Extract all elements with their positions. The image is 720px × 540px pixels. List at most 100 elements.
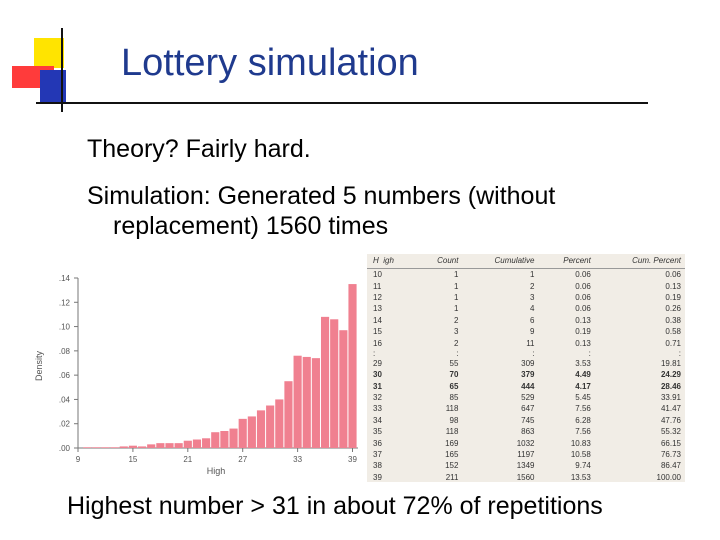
histogram-bar <box>137 446 147 448</box>
table-cell: 10 <box>373 270 382 280</box>
histogram-bar <box>238 418 247 448</box>
table-cell: 118 <box>445 404 459 414</box>
x-axis-label: High <box>207 466 226 476</box>
histogram-bar <box>311 358 320 448</box>
histogram-bar <box>266 405 275 448</box>
table-cell: 33 <box>373 404 382 414</box>
table-cell: 0.26 <box>665 304 681 314</box>
table-cell: 35 <box>373 427 382 437</box>
histogram-bar <box>320 316 330 448</box>
histogram-bar <box>147 444 156 448</box>
bullet-simulation-line1: Simulation: Generated 5 numbers (without <box>87 182 556 210</box>
table-cell: 1032 <box>516 438 535 448</box>
table-cell: 12 <box>373 292 382 302</box>
table-row: 38 152 1349 9.74 86.47 <box>367 460 685 471</box>
table-cell: 76.73 <box>660 450 681 460</box>
table-row: 14 2 6 0.13 0.38 <box>367 315 685 326</box>
histogram-bar <box>128 445 137 448</box>
histogram-bar <box>101 447 110 448</box>
table-cell: 0.06 <box>575 292 591 302</box>
bars <box>83 284 357 448</box>
table-cell: 7.56 <box>575 427 591 437</box>
table-cell: 1 <box>454 270 459 280</box>
histogram-bar <box>183 440 192 448</box>
table-cell: 24.29 <box>660 370 681 380</box>
table-cell: 863 <box>521 427 535 437</box>
column-header-high: H igh <box>367 254 416 269</box>
table-cell: 55 <box>449 358 459 368</box>
table-cell: 13.53 <box>570 472 591 482</box>
table-row: 10 1 1 0.06 0.06 <box>367 269 685 281</box>
table-row: 33 118 647 7.56 41.47 <box>367 403 685 414</box>
table-cell: 37 <box>373 450 382 460</box>
table-row: ::::: <box>367 349 685 358</box>
histogram-bar <box>284 381 293 448</box>
table-cell: 5.45 <box>575 393 591 403</box>
table-row: 13 1 4 0.06 0.26 <box>367 303 685 314</box>
table-cell: 85 <box>449 393 459 403</box>
table-cell: 19.81 <box>660 358 681 368</box>
table-cell: 15 <box>373 327 382 337</box>
table-cell: 32 <box>373 393 382 403</box>
table-cell: : <box>373 348 376 358</box>
histogram-bar <box>165 443 174 448</box>
table-cell: 4.17 <box>575 381 591 391</box>
y-tick-label: .04 <box>59 395 71 404</box>
table-row: 30 70 379 4.49 24.29 <box>367 369 685 380</box>
table-cell: 16 <box>373 338 382 348</box>
table-row: 31 65 444 4.17 28.46 <box>367 381 685 392</box>
table-cell: 4 <box>530 304 535 314</box>
table-cell: 39 <box>373 472 382 482</box>
histogram-bar <box>202 438 211 448</box>
table-body: 10 1 1 0.06 0.06 11 1 2 0.06 0.13 12 1 3 0.06 0.19 13 1 4… <box>367 269 685 484</box>
histogram-bar <box>229 428 238 448</box>
table-cell: 1 <box>454 281 459 291</box>
histogram-bar <box>83 447 92 448</box>
table-cell: 41.47 <box>660 404 681 414</box>
table-cell: 100.00 <box>656 472 681 482</box>
table-cell: 33.91 <box>660 393 681 403</box>
histogram-bar <box>275 399 284 448</box>
y-tick-label: .12 <box>59 298 71 307</box>
histogram-bar <box>348 284 357 448</box>
histogram-bar <box>302 356 311 448</box>
table-cell: 70 <box>449 370 459 380</box>
table-row: 29 55 309 3.53 19.81 <box>367 358 685 369</box>
table-cell: 4.49 <box>575 370 591 380</box>
table-cell: 647 <box>521 404 535 414</box>
table-cell: : <box>588 348 591 358</box>
histogram-bar <box>119 446 128 448</box>
table-cell: 1197 <box>517 450 535 460</box>
table-cell: : <box>456 348 459 358</box>
table-cell: 745 <box>521 415 535 425</box>
table-cell: 6 <box>530 315 535 325</box>
yellow-square-decoration <box>34 38 64 68</box>
table-cell: 118 <box>445 427 459 437</box>
histogram-bar <box>256 410 266 448</box>
table-cell: 0.13 <box>575 338 591 348</box>
y-tick-label: .02 <box>59 420 71 429</box>
table-cell: 2 <box>530 281 535 291</box>
x-tick-label: 33 <box>293 455 302 464</box>
x-tick-label: 9 <box>76 455 81 464</box>
table-cell: 444 <box>521 381 535 391</box>
table-cell: 47.76 <box>660 415 681 425</box>
table-cell: 9 <box>530 327 535 337</box>
vertical-rule <box>61 28 63 112</box>
histogram-bar <box>247 416 256 448</box>
table-cell: 66.15 <box>660 438 681 448</box>
title-underline <box>36 102 648 104</box>
column-header-cumulative: Cumulative <box>462 254 539 269</box>
table-row: 11 1 2 0.06 0.13 <box>367 280 685 291</box>
table-cell: 3.53 <box>575 358 591 368</box>
histogram-bar <box>92 447 101 448</box>
y-tick-label: .08 <box>59 347 71 356</box>
table-cell: 98 <box>449 415 459 425</box>
table-cell: 34 <box>373 415 382 425</box>
histogram-bar <box>192 439 202 448</box>
frequency-table: H igh Count Cumulative Percent Cum. Perc… <box>367 254 685 482</box>
histogram-chart: .00 .02 .04 .06 .08 .10 .12 .14 9 15 21 27 33 39 Den… <box>34 274 358 476</box>
table-cell: 55.32 <box>660 427 681 437</box>
table-cell: 2 <box>454 315 459 325</box>
table-cell: 31 <box>373 381 382 391</box>
